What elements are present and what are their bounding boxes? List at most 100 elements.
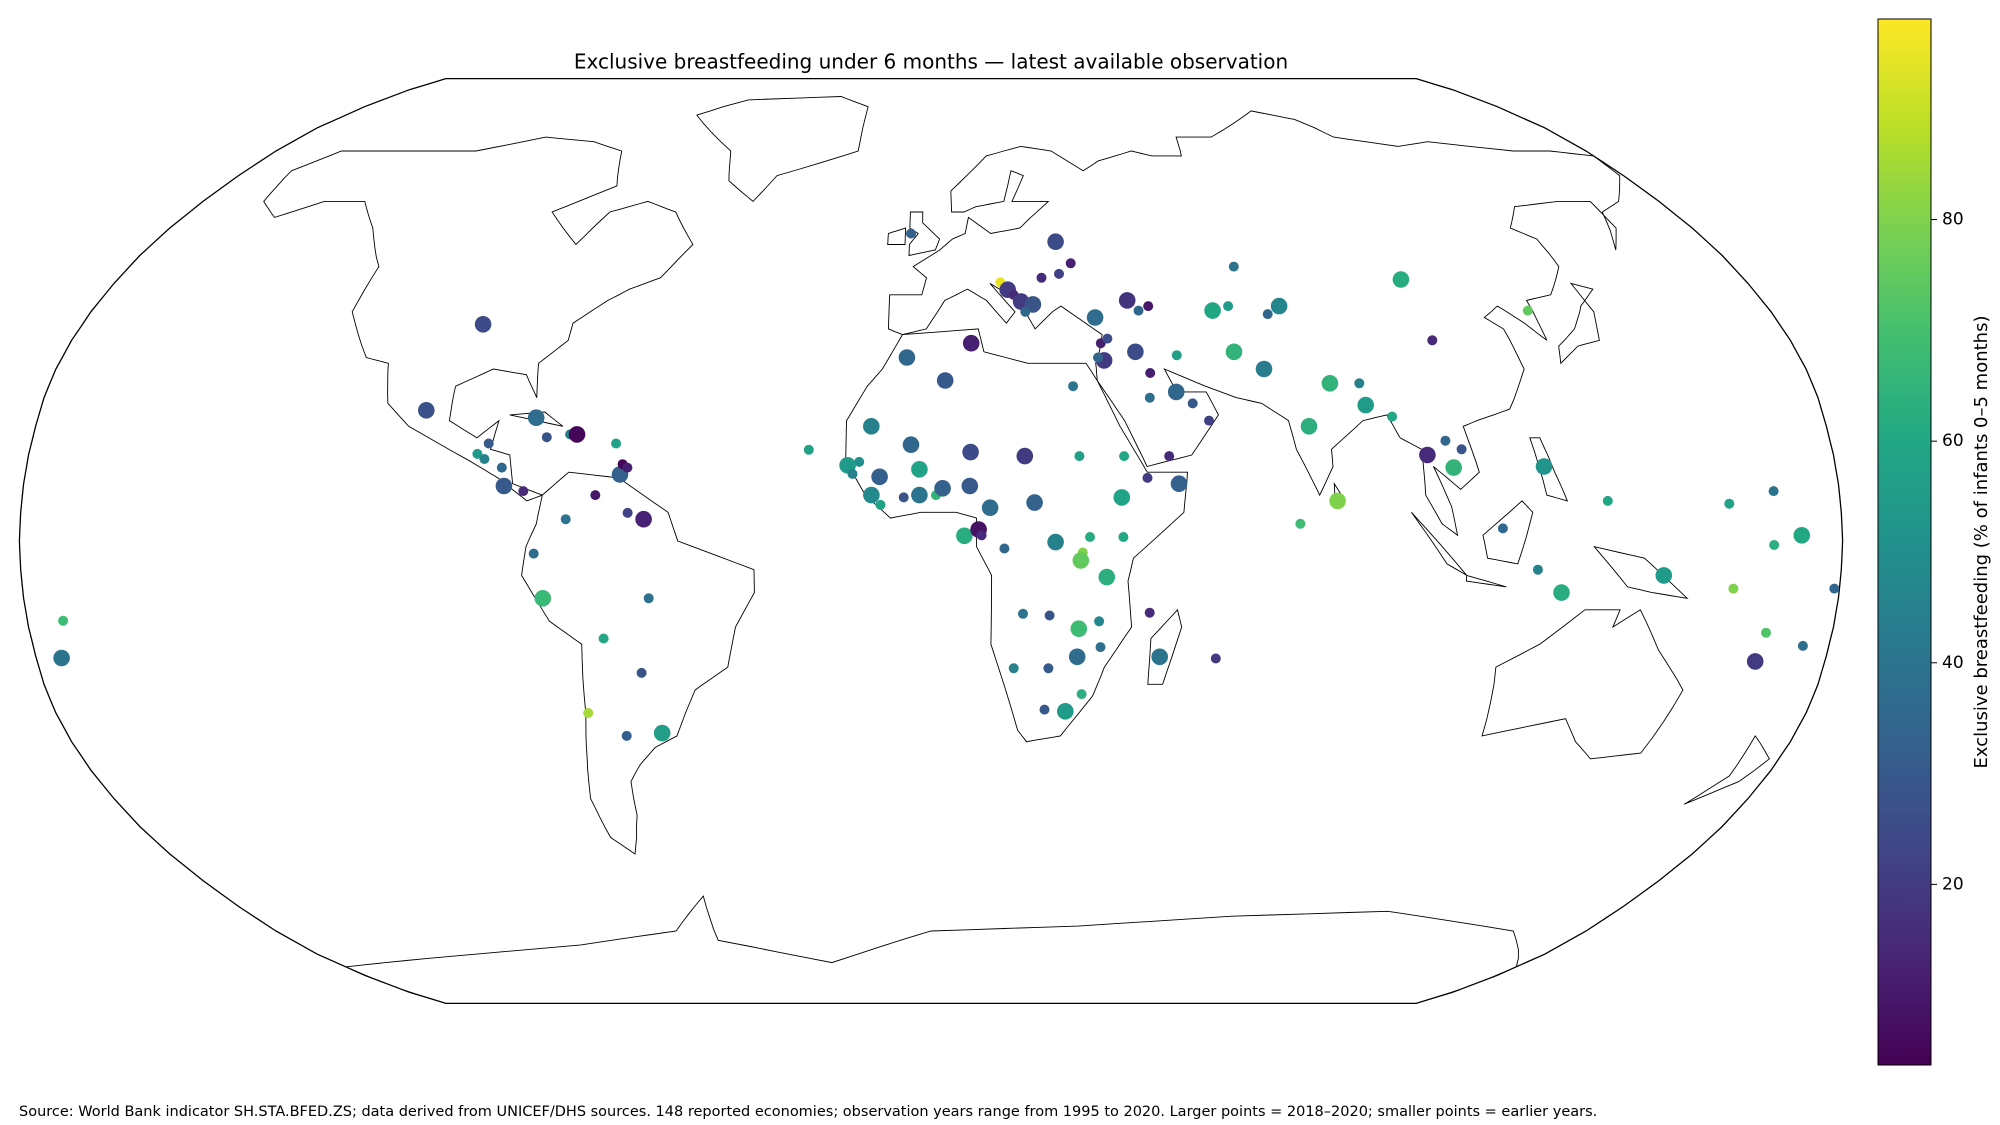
data-point (622, 507, 633, 518)
data-point (1497, 523, 1508, 534)
data-point (1065, 258, 1076, 269)
data-point (1144, 607, 1155, 618)
data-point (1204, 415, 1214, 426)
data-point (622, 462, 633, 473)
data-point (1076, 689, 1087, 700)
data-point (1095, 642, 1106, 653)
data-point (999, 543, 1010, 554)
map-outline (18, 77, 1844, 1005)
points (53, 228, 1840, 742)
data-point (1102, 333, 1113, 344)
landmass (1683, 735, 1770, 805)
data-point (1151, 648, 1168, 666)
data-point (1142, 472, 1153, 483)
data-point (1769, 540, 1780, 550)
data-point (1210, 653, 1221, 664)
data-point (541, 432, 552, 443)
land (263, 96, 1770, 1004)
colorbar-tick-label: 80 (1942, 210, 1964, 230)
data-point (871, 468, 888, 486)
data-point (1228, 261, 1239, 272)
data-point (1094, 616, 1105, 627)
data-point (1223, 301, 1234, 312)
data-point (1419, 446, 1436, 464)
data-point (1724, 498, 1735, 509)
data-point (1553, 584, 1570, 601)
data-point (1746, 653, 1764, 670)
colorbar-tick-label: 20 (1942, 874, 1964, 894)
data-point (58, 615, 69, 626)
data-point (1456, 444, 1467, 455)
landmass (521, 471, 755, 855)
data-point (1321, 375, 1339, 392)
data-point (1532, 564, 1543, 575)
data-point (1357, 396, 1374, 414)
data-point (590, 490, 601, 501)
data-point (936, 372, 954, 389)
caption: Source: World Bank indicator SH.STA.BFED… (19, 1104, 1597, 1120)
data-point (1044, 610, 1055, 621)
data-point (1225, 343, 1243, 361)
map-title: Exclusive breastfeeding under 6 months —… (574, 50, 1288, 74)
data-point (1047, 533, 1064, 551)
data-point (1113, 489, 1131, 506)
landmass (1465, 574, 1507, 588)
data-point (1085, 532, 1095, 542)
data-point (1016, 447, 1034, 465)
data-point (1300, 418, 1318, 435)
data-point (863, 486, 880, 504)
data-point (1026, 494, 1043, 511)
data-point (976, 530, 987, 541)
data-point (961, 477, 979, 495)
landmass (696, 96, 869, 203)
data-point (902, 436, 920, 454)
data-point (1164, 451, 1175, 462)
data-point (1522, 305, 1533, 316)
landmass (1558, 282, 1600, 365)
colorbar-tick-label: 40 (1942, 653, 1964, 673)
data-point (1387, 411, 1398, 422)
data-point (611, 438, 622, 449)
data-point (527, 409, 545, 427)
data-point (1535, 458, 1553, 475)
landmass (1411, 511, 1468, 576)
data-point (1098, 568, 1116, 586)
data-point (598, 633, 609, 644)
data-point (474, 316, 492, 333)
colorbar (1877, 18, 1932, 1066)
data-point (568, 426, 586, 443)
landmass (1147, 608, 1183, 685)
data-point (847, 468, 858, 479)
data-point (1074, 451, 1085, 462)
data-point (1329, 492, 1346, 510)
data-point (621, 730, 632, 741)
data-point (418, 402, 435, 419)
data-point (1262, 309, 1273, 320)
data-point (1295, 518, 1306, 529)
data-point (1602, 495, 1613, 506)
data-point (1070, 620, 1088, 637)
data-point (1054, 268, 1064, 279)
landmass (908, 211, 941, 257)
data-point (1255, 360, 1273, 378)
data-point (496, 462, 507, 473)
data-point (1354, 378, 1365, 389)
data-point (528, 548, 539, 559)
data-point (1133, 305, 1144, 316)
data-point (1427, 335, 1438, 346)
data-point (875, 499, 886, 510)
data-point (518, 486, 529, 497)
data-point (653, 724, 671, 742)
data-point (1068, 381, 1079, 392)
data-point (483, 438, 494, 449)
data-point (636, 667, 647, 678)
data-point (1728, 583, 1739, 594)
data-point (53, 649, 70, 667)
landmass (343, 895, 1519, 1004)
data-point (1655, 567, 1673, 584)
data-point (1086, 309, 1104, 326)
data-point (1204, 302, 1221, 319)
data-point (906, 228, 916, 239)
data-point (962, 334, 980, 352)
